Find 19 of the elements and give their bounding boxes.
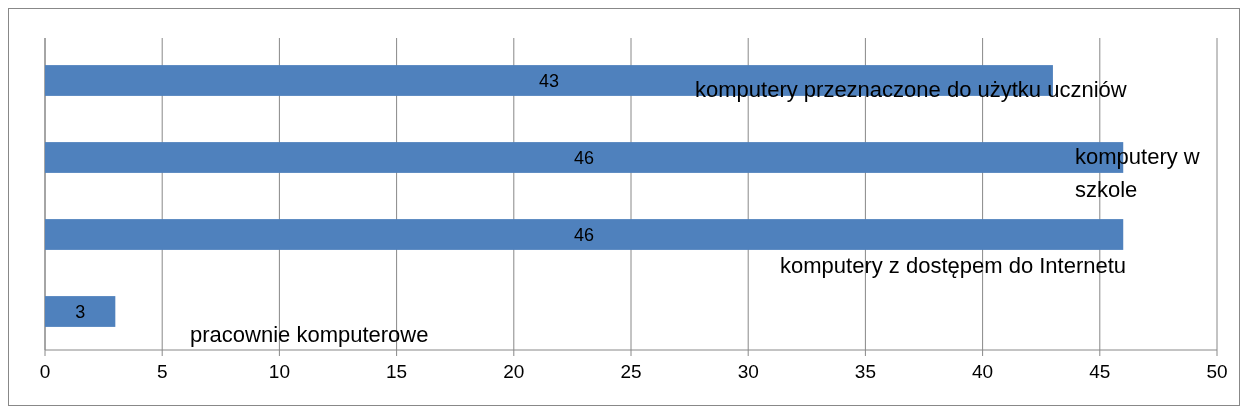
x-tick-label: 15 [386, 361, 408, 382]
data-label: 46 [574, 224, 595, 245]
x-tick-label: 20 [503, 361, 525, 382]
data-label: 43 [538, 70, 559, 91]
y-tick-label: pracownie komputerowe [190, 321, 429, 347]
x-tick-label: 10 [268, 361, 290, 382]
bar [45, 219, 1124, 250]
y-tick-label: komputery z dostępem do Internetu [780, 252, 1127, 278]
data-label: 46 [574, 147, 595, 168]
x-tick-label: 45 [1089, 361, 1111, 382]
x-tick-label: 25 [620, 361, 642, 382]
bar [45, 296, 116, 327]
x-tick-label: 35 [854, 361, 876, 382]
x-tick-label: 0 [39, 361, 51, 382]
data-label: 3 [75, 301, 86, 322]
x-tick-label: 30 [737, 361, 759, 382]
x-tick-label: 50 [1206, 361, 1228, 382]
x-tick-label: 40 [972, 361, 994, 382]
x-tick-label: 5 [156, 361, 168, 382]
